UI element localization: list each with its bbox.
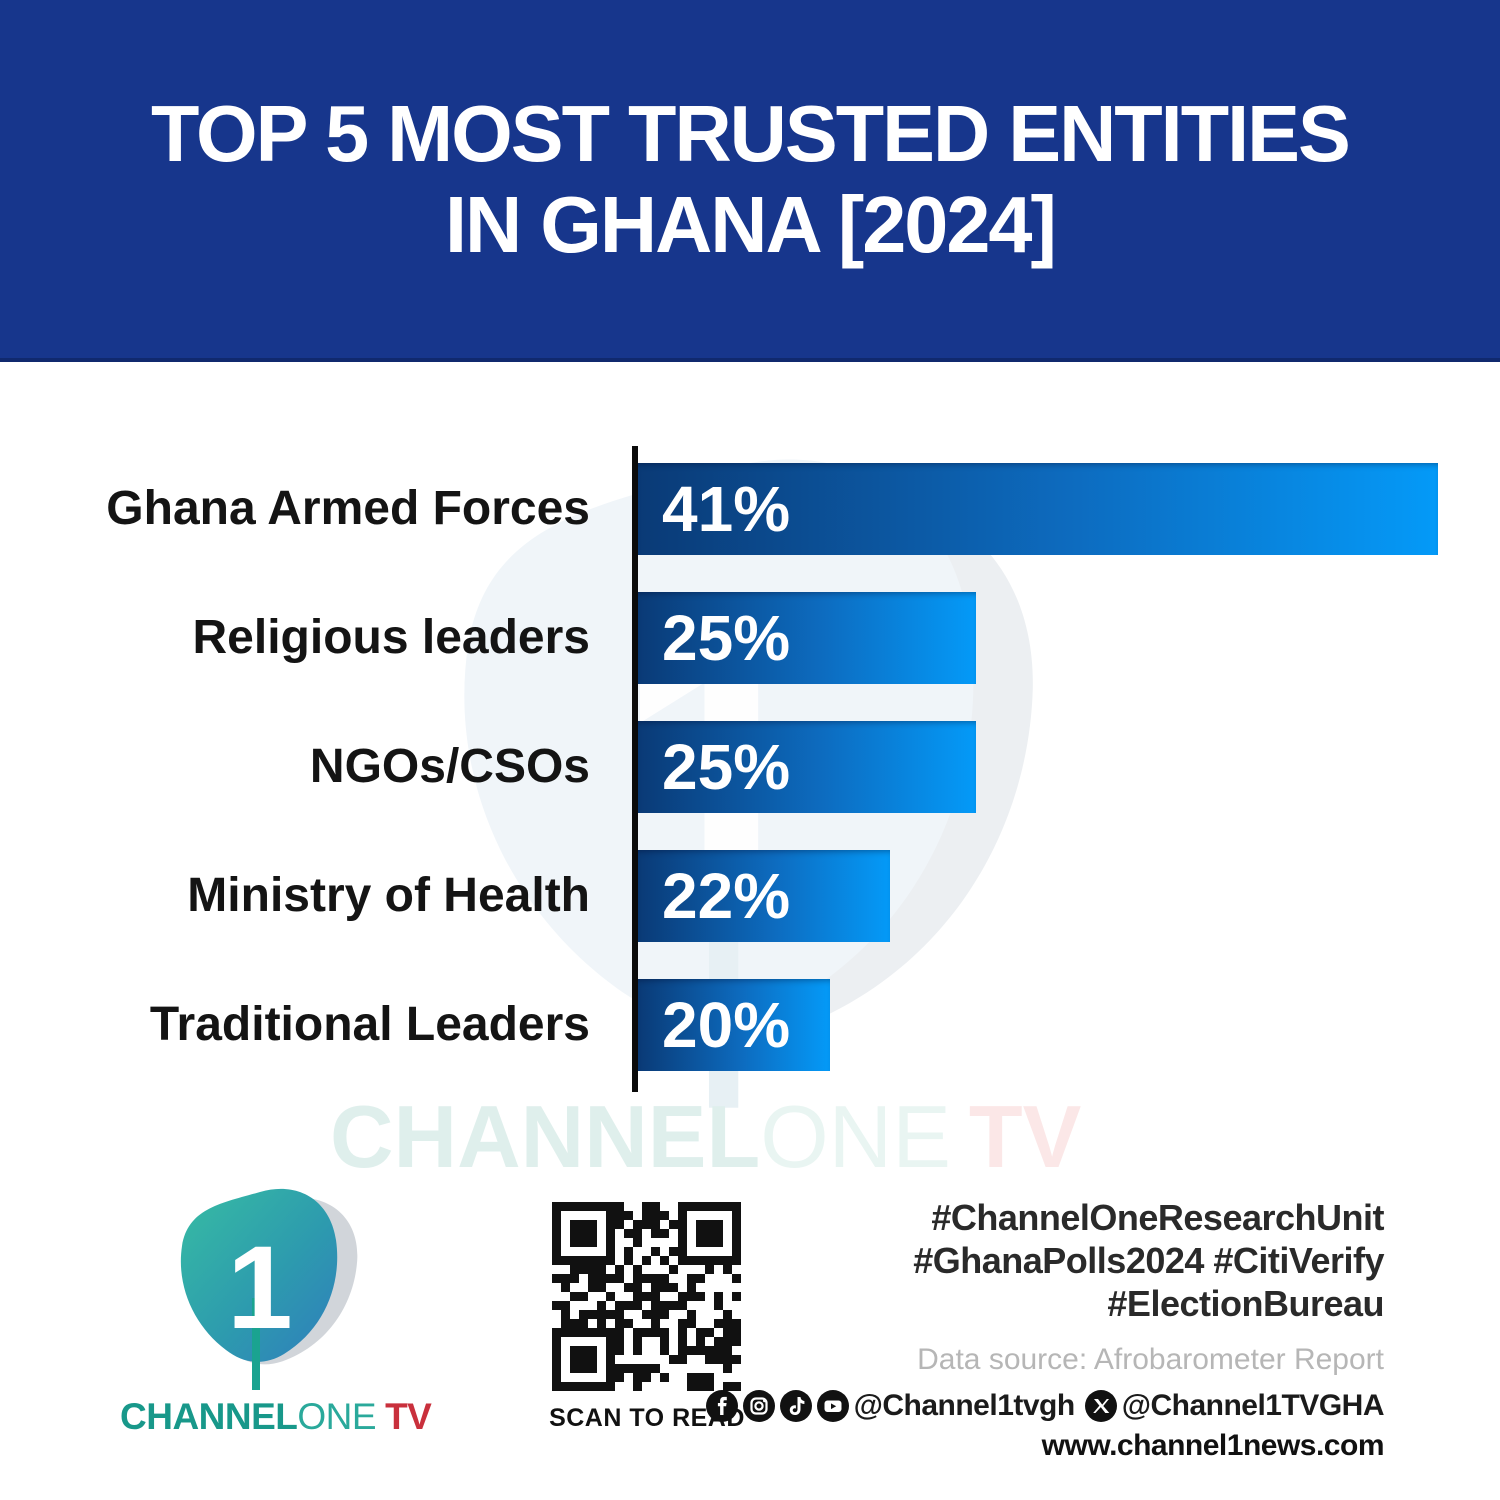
wordmark-one: ONE bbox=[297, 1396, 377, 1437]
data-source-note: Data source: Afrobarometer Report bbox=[917, 1343, 1384, 1376]
wordmark-channel: CHANNEL bbox=[120, 1396, 298, 1437]
channel-one-tv-watermark: CHANNELONE TV bbox=[330, 1086, 1230, 1188]
bar: 25% bbox=[638, 592, 976, 684]
page-title-line1: TOP 5 MOST TRUSTED ENTITIES bbox=[151, 88, 1351, 178]
bar-label: Ministry of Health bbox=[187, 869, 590, 922]
watermark-tv: TV bbox=[968, 1087, 1082, 1186]
hashtags: #ChannelOneResearchUnit #GhanaPolls2024 … bbox=[824, 1196, 1384, 1325]
bar: 25% bbox=[638, 721, 976, 813]
hashtag-line-3: #ElectionBureau bbox=[1107, 1283, 1384, 1324]
bar-value-label: 41% bbox=[662, 473, 791, 545]
bar: 41% bbox=[638, 463, 1438, 555]
hashtag-line-2: #GhanaPolls2024 #CitiVerify bbox=[913, 1240, 1384, 1281]
instagram-icon bbox=[742, 1390, 775, 1422]
channel-one-wordmark: CHANNELONE TV bbox=[120, 1396, 432, 1438]
bar: 20% bbox=[638, 979, 830, 1071]
x-handle: @Channel1TVGHA bbox=[1121, 1389, 1385, 1422]
bar-value-label: 25% bbox=[662, 602, 791, 674]
header-banner: TOP 5 MOST TRUSTED ENTITIES IN GHANA [20… bbox=[0, 0, 1500, 362]
watermark-channel: CHANNEL bbox=[330, 1087, 761, 1186]
bar-value-label: 25% bbox=[662, 731, 791, 803]
bar-label: Ghana Armed Forces bbox=[106, 482, 590, 535]
website-url: www.channel1news.com bbox=[1041, 1429, 1385, 1462]
channel-one-logo: 1 bbox=[180, 1188, 358, 1390]
svg-text:1: 1 bbox=[227, 1222, 293, 1354]
bar: 22% bbox=[638, 850, 890, 942]
watermark-one: ONE bbox=[760, 1087, 951, 1186]
wordmark-tv: TV bbox=[385, 1396, 432, 1437]
bar-label: Religious leaders bbox=[192, 611, 590, 664]
social-row: @Channel1tvgh @Channel1TVGHA bbox=[705, 1389, 1385, 1423]
footer-right-block: #ChannelOneResearchUnit #GhanaPolls2024 … bbox=[705, 1196, 1385, 1463]
bar-label: NGOs/CSOs bbox=[309, 740, 590, 793]
meta-handle: @Channel1tvgh bbox=[853, 1389, 1076, 1422]
page-title-line2: IN GHANA [2024] bbox=[445, 180, 1057, 269]
bar-value-label: 20% bbox=[662, 989, 791, 1061]
facebook-icon bbox=[705, 1390, 738, 1422]
hashtag-line-1: #ChannelOneResearchUnit bbox=[931, 1197, 1384, 1238]
youtube-icon bbox=[816, 1390, 849, 1422]
bar-label: Traditional Leaders bbox=[149, 998, 590, 1051]
bar-value-label: 22% bbox=[662, 860, 791, 932]
qr-code bbox=[552, 1202, 741, 1391]
page-title: TOP 5 MOST TRUSTED ENTITIES IN GHANA [20… bbox=[151, 88, 1351, 270]
x-icon bbox=[1084, 1390, 1117, 1422]
tiktok-icon bbox=[779, 1390, 812, 1422]
chart-axis-line bbox=[632, 446, 638, 1092]
